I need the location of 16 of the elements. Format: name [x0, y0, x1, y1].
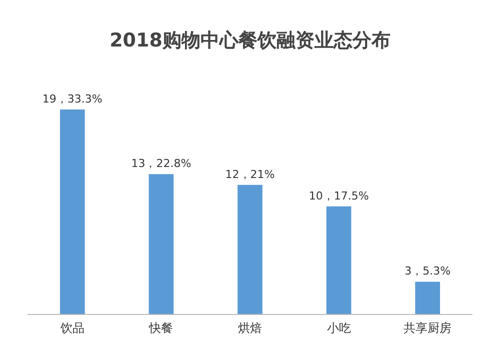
x-tick-label: 饮品	[59, 321, 84, 335]
data-label: 19，33.3%	[42, 92, 102, 106]
data-label: 13，22.8%	[131, 157, 192, 170]
data-label: 10，17.5%	[308, 189, 369, 202]
bar	[238, 184, 262, 314]
x-tick-label: 小吃	[326, 321, 351, 335]
bar	[60, 110, 85, 314]
chart-title: 2018购物中心餐饮融资业态分布	[110, 30, 390, 52]
x-tick-label: 烘焙	[238, 321, 262, 335]
bar	[326, 206, 352, 314]
bar	[148, 174, 174, 314]
data-label: 3，5.3%	[404, 264, 451, 278]
x-tick-label: 共享厨房	[404, 321, 452, 335]
data-label: 12，21%	[225, 168, 275, 181]
bar	[415, 282, 440, 314]
x-tick-label: 快餐	[148, 321, 174, 335]
